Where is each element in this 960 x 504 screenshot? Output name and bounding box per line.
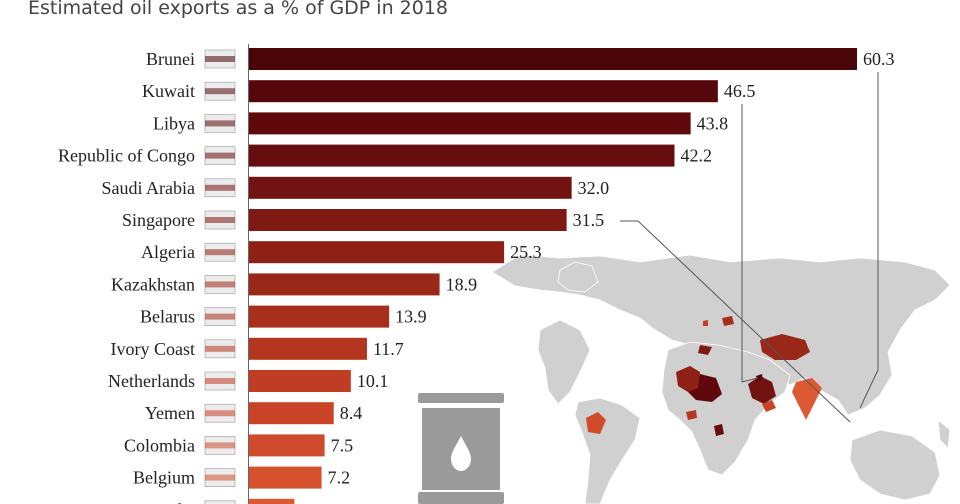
category-label-india: India	[158, 500, 195, 504]
bar-brunei	[249, 48, 857, 70]
world-map-icon	[491, 254, 951, 504]
flag-icon-singapore	[204, 210, 236, 230]
bar-libya	[249, 112, 691, 135]
category-label-yemen: Yemen	[145, 403, 195, 423]
flag-icon-belgium	[204, 468, 236, 487]
value-label-singapore: 31.5	[573, 210, 605, 230]
leader-line-singapore	[620, 220, 851, 423]
leader-line-brunei	[859, 72, 879, 409]
flag-icon-belarus	[204, 307, 236, 326]
bar-belarus	[249, 305, 390, 328]
value-label-ivory-coast: 11.7	[373, 339, 404, 359]
bar-ivory-coast	[249, 337, 367, 360]
bar-singapore	[249, 209, 567, 231]
bar-kuwait	[249, 80, 718, 103]
flag-icon-algeria	[204, 242, 236, 262]
chart-title: Estimated oil exports as a % of GDP in 2…	[28, 0, 449, 19]
flag-icon-yemen	[204, 403, 236, 423]
value-label-kuwait: 46.5	[724, 81, 756, 101]
leader-line-kuwait	[741, 104, 759, 383]
bar-saudi-arabia	[249, 176, 572, 199]
flag-icon-republic-of-congo	[204, 146, 236, 165]
value-label-belarus: 13.9	[395, 307, 427, 327]
category-label-algeria: Algeria	[141, 242, 195, 262]
value-label-algeria: 25.3	[510, 242, 542, 262]
category-label-netherlands: Netherlands	[108, 371, 195, 391]
value-label-libya: 43.8	[697, 113, 729, 133]
value-label-india: 4.5	[300, 500, 323, 504]
flag-icon-kazakhstan	[204, 275, 236, 294]
value-label-saudi-arabia: 32.0	[578, 178, 610, 198]
category-label-kazakhstan: Kazakhstan	[111, 274, 195, 294]
bar-republic-of-congo	[249, 144, 675, 167]
bar-belgium	[249, 466, 322, 489]
flag-icon-brunei	[204, 49, 236, 69]
category-label-libya: Libya	[153, 113, 195, 133]
value-label-kazakhstan: 18.9	[446, 274, 478, 294]
category-label-colombia: Colombia	[124, 435, 195, 455]
bar-colombia	[249, 434, 325, 457]
category-label-belgium: Belgium	[133, 468, 195, 488]
value-label-belgium: 7.2	[328, 468, 351, 488]
value-label-yemen: 8.4	[340, 403, 363, 423]
bar-algeria	[249, 241, 505, 264]
flag-icon-saudi-arabia	[204, 178, 236, 198]
category-label-republic-of-congo: Republic of Congo	[58, 146, 195, 166]
category-label-kuwait: Kuwait	[142, 81, 195, 101]
value-label-netherlands: 10.1	[357, 371, 389, 391]
flag-icon-india	[204, 500, 236, 504]
flag-icon-libya	[204, 114, 236, 133]
flag-icon-netherlands	[204, 371, 236, 391]
category-label-saudi-arabia: Saudi Arabia	[102, 178, 195, 198]
bar-yemen	[249, 402, 334, 425]
bar-kazakhstan	[249, 273, 440, 296]
bar-india	[249, 498, 295, 504]
category-label-singapore: Singapore	[122, 210, 195, 230]
flag-icon-ivory-coast	[204, 339, 236, 359]
category-label-ivory-coast: Ivory Coast	[111, 339, 196, 359]
value-label-brunei: 60.3	[863, 49, 895, 69]
value-label-colombia: 7.5	[331, 435, 354, 455]
flag-icon-colombia	[204, 436, 236, 455]
flag-icon-kuwait	[204, 81, 236, 101]
map-leader-lines	[620, 72, 879, 423]
oil-barrel-icon	[418, 393, 504, 504]
category-label-brunei: Brunei	[146, 49, 195, 69]
bar-netherlands	[249, 370, 351, 392]
category-label-belarus: Belarus	[140, 307, 195, 327]
bar-series: Brunei 60.3 Kuwait 46.5 Libya 43.8 Republic of…	[58, 48, 895, 504]
value-label-republic-of-congo: 42.2	[680, 146, 712, 166]
